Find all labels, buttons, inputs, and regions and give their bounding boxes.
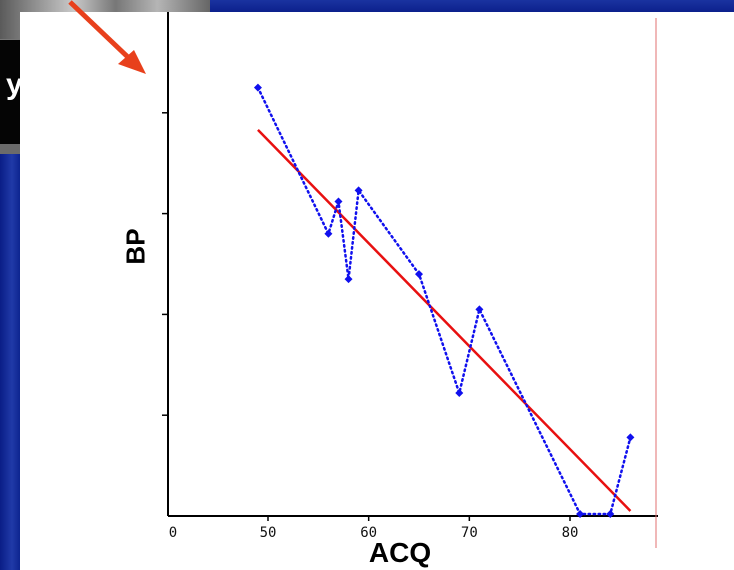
data-point: [606, 509, 615, 518]
data-point: [324, 229, 333, 238]
x-tick-label: 60: [360, 525, 377, 541]
x-tick-label: 70: [461, 525, 478, 541]
slide-title-text: y: [6, 68, 23, 101]
x-tick-label: 0: [169, 525, 177, 541]
x-axis-label: ACQ: [368, 537, 432, 568]
data-point: [334, 197, 343, 206]
x-tick-label: 80: [562, 525, 579, 541]
annotation-arrow-group: [68, 0, 146, 74]
data-point: [344, 275, 353, 284]
data-point: [354, 186, 363, 195]
x-tick-label: 50: [260, 525, 277, 541]
fit-line-group: [257, 129, 632, 512]
data-point: [626, 433, 635, 442]
decorative-grey-bar: [0, 144, 28, 154]
fit-line: [257, 129, 632, 512]
data-point: [415, 270, 424, 279]
y-axis-label: BP: [120, 228, 151, 265]
data-point: [455, 389, 464, 398]
arrow-head: [118, 50, 146, 74]
series-line: [256, 86, 632, 516]
data-point: [475, 305, 484, 314]
arrow-shaft: [68, 0, 133, 62]
data-point: [576, 509, 585, 518]
chart-axes: [167, 12, 658, 548]
chart-ticks: 0 50 60 70 80: [162, 112, 579, 541]
chart-panel: [20, 12, 734, 570]
series-group: [253, 83, 635, 518]
data-point: [253, 83, 262, 92]
